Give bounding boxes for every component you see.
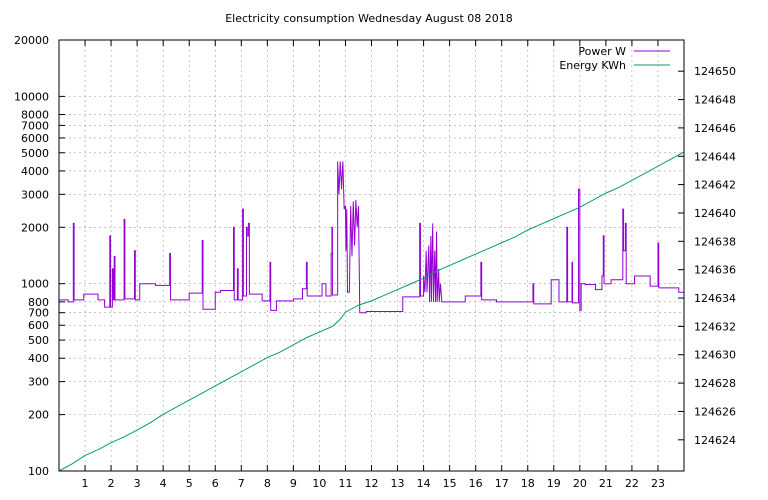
x-tick-label: 16 <box>469 477 483 490</box>
x-tick-label: 20 <box>573 477 587 490</box>
y2-tick-label: 124624 <box>694 434 736 447</box>
y2-tick-label: 124642 <box>694 179 736 192</box>
y-tick-label: 4000 <box>21 165 49 178</box>
x-tick-label: 3 <box>134 477 141 490</box>
x-tick-label: 18 <box>521 477 535 490</box>
y2-tick-label: 124638 <box>694 235 736 248</box>
x-tick-label: 2 <box>108 477 115 490</box>
x-tick-label: 14 <box>417 477 431 490</box>
x-tick-label: 7 <box>238 477 245 490</box>
x-tick-label: 19 <box>547 477 561 490</box>
y2-tick-label: 124640 <box>694 207 736 220</box>
y-tick-label: 500 <box>28 334 49 347</box>
y2-tick-label: 124646 <box>694 122 736 135</box>
y-tick-label: 6000 <box>21 132 49 145</box>
y2-tick-label: 124632 <box>694 320 736 333</box>
x-tick-label: 23 <box>651 477 665 490</box>
x-tick-label: 4 <box>160 477 167 490</box>
x-tick-label: 1 <box>82 477 89 490</box>
y2-tick-label: 124634 <box>694 292 736 305</box>
x-tick-label: 22 <box>625 477 639 490</box>
y-tick-label: 8000 <box>21 109 49 122</box>
x-tick-label: 17 <box>495 477 509 490</box>
y2-tick-label: 124648 <box>694 94 736 107</box>
x-tick-label: 12 <box>365 477 379 490</box>
y-tick-label: 700 <box>28 307 49 320</box>
y2-tick-label: 124650 <box>694 65 736 78</box>
y-tick-label: 100 <box>28 465 49 478</box>
y2-tick-label: 124644 <box>694 150 736 163</box>
x-tick-label: 11 <box>338 477 352 490</box>
x-tick-label: 6 <box>212 477 219 490</box>
x-tick-label: 5 <box>186 477 193 490</box>
bottom-axis-ticks: 1 2 3 4 5 6 7 8 9 10 11 12 13 14 15 16 17 18 19 20 21 22 23 <box>82 40 665 490</box>
y2-tick-label: 124626 <box>694 405 736 418</box>
y-tick-label: 800 <box>28 296 49 309</box>
x-tick-label: 8 <box>264 477 271 490</box>
y-tick-label: 200 <box>28 409 49 422</box>
x-tick-label: 21 <box>599 477 613 490</box>
x-tick-label: 13 <box>391 477 405 490</box>
y-tick-label: 10000 <box>14 90 49 103</box>
y2-tick-label: 124636 <box>694 264 736 277</box>
y-tick-label: 7000 <box>21 119 49 132</box>
y-tick-label: 600 <box>28 319 49 332</box>
y-tick-label: 2000 <box>21 221 49 234</box>
y-tick-label: 20000 <box>14 34 49 47</box>
series-layer <box>58 151 685 472</box>
y2-tick-label: 124628 <box>694 377 736 390</box>
y2-tick-label: 124630 <box>694 349 736 362</box>
right-axis-ticks: 124624 124626 124628 124630 124632 124634 1246… <box>678 65 736 447</box>
y-tick-label: 400 <box>28 352 49 365</box>
y-tick-label: 3000 <box>21 188 49 201</box>
legend-label-energy: Energy KWh <box>559 59 626 72</box>
y-tick-label: 300 <box>28 376 49 389</box>
x-tick-label: 10 <box>312 477 326 490</box>
x-tick-label: 15 <box>443 477 457 490</box>
legend: Power W Energy KWh <box>559 45 670 72</box>
x-tick-label: 9 <box>290 477 297 490</box>
chart-title: Electricity consumption Wednesday August… <box>225 12 513 25</box>
series-energy-line <box>58 151 685 472</box>
legend-label-power: Power W <box>578 45 626 58</box>
y-tick-label: 5000 <box>21 147 49 160</box>
series-power-line <box>59 161 684 314</box>
y-tick-label: 1000 <box>21 278 49 291</box>
